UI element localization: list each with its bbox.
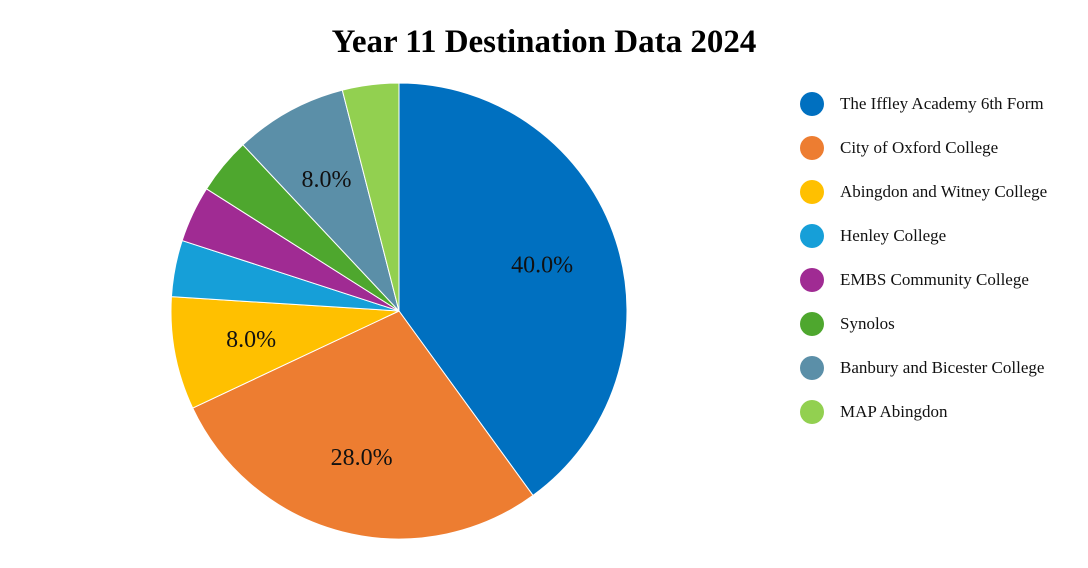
legend-label: EMBS Community College <box>840 270 1029 290</box>
legend-swatch <box>800 356 824 380</box>
legend-item-city-of-oxford-college: City of Oxford College <box>800 126 1047 170</box>
legend-swatch <box>800 180 824 204</box>
legend-label: Abingdon and Witney College <box>840 182 1047 202</box>
data-label-city-of-oxford-college: 28.0% <box>331 445 393 471</box>
legend-swatch <box>800 136 824 160</box>
legend-item-banbury-and-bicester-college: Banbury and Bicester College <box>800 346 1047 390</box>
legend-item-map-abingdon: MAP Abingdon <box>800 390 1047 434</box>
legend-swatch <box>800 400 824 424</box>
legend-swatch <box>800 312 824 336</box>
legend-label: MAP Abingdon <box>840 402 948 422</box>
legend-swatch <box>800 92 824 116</box>
legend: The Iffley Academy 6th Form City of Oxfor… <box>800 82 1047 434</box>
legend-swatch <box>800 224 824 248</box>
data-label-the-iffley-academy-6th-form: 40.0% <box>511 252 573 278</box>
legend-label: City of Oxford College <box>840 138 998 158</box>
legend-label: Synolos <box>840 314 895 334</box>
data-label-abingdon-and-witney-college: 8.0% <box>226 327 276 353</box>
legend-item-embs-community-college: EMBS Community College <box>800 258 1047 302</box>
legend-label: Banbury and Bicester College <box>840 358 1044 378</box>
legend-label: The Iffley Academy 6th Form <box>840 94 1044 114</box>
legend-item-the-iffley-academy-6th-form: The Iffley Academy 6th Form <box>800 82 1047 126</box>
legend-item-abingdon-and-witney-college: Abingdon and Witney College <box>800 170 1047 214</box>
legend-item-henley-college: Henley College <box>800 214 1047 258</box>
data-label-banbury-and-bicester-college: 8.0% <box>302 167 352 193</box>
pie-slices <box>171 83 627 539</box>
legend-swatch <box>800 268 824 292</box>
legend-item-synolos: Synolos <box>800 302 1047 346</box>
legend-label: Henley College <box>840 226 946 246</box>
